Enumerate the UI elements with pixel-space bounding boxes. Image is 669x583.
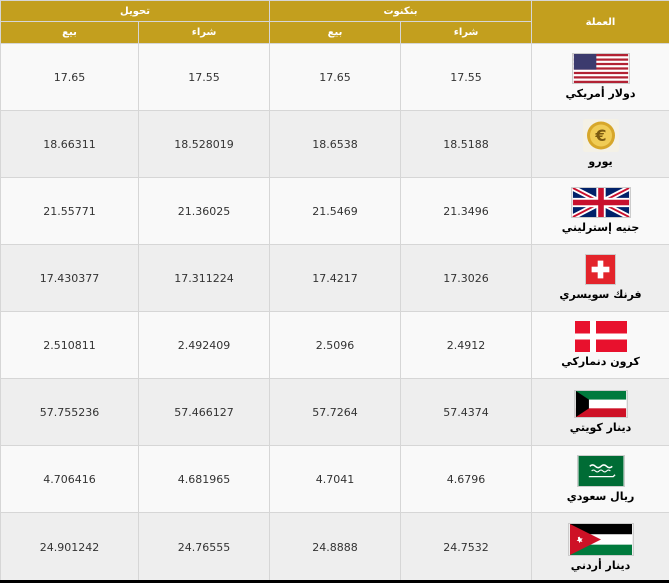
header-row-groups: العملة بنكنوت تحويل bbox=[0, 0, 669, 44]
transfer-sell-value: 24.901242 bbox=[0, 512, 140, 583]
currency-cell: ريال سعودي bbox=[531, 445, 669, 513]
currency-name: فرنك سويسري bbox=[559, 288, 642, 301]
bank-buy-value: 17.3026 bbox=[400, 244, 533, 312]
currency-name: دينار كويتي bbox=[569, 420, 632, 434]
transfer-buy-value: 57.466127 bbox=[138, 378, 271, 446]
table-row: دينار كويتي 57.4374 57.7264 57.466127 57… bbox=[0, 378, 669, 446]
saudi-flag-icon bbox=[576, 454, 625, 487]
table-row: € يورو 18.5188 18.6538 18.528019 18.6631… bbox=[0, 110, 669, 178]
swiss-flag-icon bbox=[585, 254, 617, 285]
transfer-sell-value: 21.55771 bbox=[0, 177, 140, 245]
currency-name: جنيه إسترليني bbox=[561, 221, 640, 234]
bank-sell-header: بيع bbox=[269, 21, 402, 44]
bank-buy-header: شراء bbox=[400, 21, 533, 44]
danish-flag-icon bbox=[574, 321, 627, 352]
currency-name: ريال سعودي bbox=[566, 489, 635, 503]
currency-cell: دينار كويتي bbox=[531, 378, 669, 446]
bank-sell-value: 21.5469 bbox=[269, 177, 402, 245]
bank-buy-value: 57.4374 bbox=[400, 378, 533, 446]
table-row: دينار أردني 24.7532 24.8888 24.76555 24.… bbox=[0, 512, 669, 583]
transfer-buy-value: 17.55 bbox=[138, 43, 271, 111]
currency-cell: جنيه إسترليني bbox=[531, 177, 669, 245]
euro-icon: € bbox=[582, 119, 619, 152]
table-row: فرنك سويسري 17.3026 17.4217 17.311224 17… bbox=[0, 244, 669, 312]
bank-buy-value: 21.3496 bbox=[400, 177, 533, 245]
svg-text:€: € bbox=[594, 126, 606, 145]
bank-buy-value: 18.5188 bbox=[400, 110, 533, 178]
table-row: ريال سعودي 4.6796 4.7041 4.681965 4.7064… bbox=[0, 445, 669, 513]
transfer-sell-value: 17.430377 bbox=[0, 244, 140, 312]
jordan-flag-icon bbox=[567, 522, 634, 556]
kuwait-flag-icon bbox=[573, 389, 628, 418]
bank-buy-value: 4.6796 bbox=[400, 445, 533, 513]
bank-buy-value: 2.4912 bbox=[400, 311, 533, 379]
bank-sell-value: 57.7264 bbox=[269, 378, 402, 446]
bank-buy-value: 17.55 bbox=[400, 43, 533, 111]
currency-cell: دينار أردني bbox=[531, 512, 669, 583]
currency-name: كرون دنماركي bbox=[561, 355, 640, 368]
transfer-group-header: تحويل bbox=[0, 0, 271, 22]
currency-cell: كرون دنماركي bbox=[531, 311, 669, 379]
table-row: كرون دنماركي 2.4912 2.5096 2.492409 2.51… bbox=[0, 311, 669, 379]
transfer-buy-value: 18.528019 bbox=[138, 110, 271, 178]
bank-notes-group-header: بنكنوت bbox=[269, 0, 533, 22]
currency-cell: فرنك سويسري bbox=[531, 244, 669, 312]
transfer-buy-value: 21.36025 bbox=[138, 177, 271, 245]
bottom-edge-bar bbox=[0, 580, 669, 583]
transfer-buy-value: 24.76555 bbox=[138, 512, 271, 583]
bank-sell-value: 4.7041 bbox=[269, 445, 402, 513]
us-flag-icon bbox=[571, 53, 630, 84]
bank-buy-value: 24.7532 bbox=[400, 512, 533, 583]
currency-name: دينار أردني bbox=[570, 558, 631, 572]
transfer-buy-value: 4.681965 bbox=[138, 445, 271, 513]
bank-sell-value: 2.5096 bbox=[269, 311, 402, 379]
bank-sell-value: 24.8888 bbox=[269, 512, 402, 583]
transfer-buy-value: 17.311224 bbox=[138, 244, 271, 312]
transfer-buy-value: 2.492409 bbox=[138, 311, 271, 379]
bank-sell-value: 18.6538 bbox=[269, 110, 402, 178]
currency-cell: € يورو bbox=[531, 110, 669, 178]
transfer-buy-header: شراء bbox=[138, 21, 271, 44]
uk-flag-icon bbox=[570, 187, 631, 218]
bank-sell-value: 17.65 bbox=[269, 43, 402, 111]
transfer-sell-header: بيع bbox=[0, 21, 140, 44]
currency-cell: دولار أمريكي bbox=[531, 43, 669, 111]
transfer-sell-value: 4.706416 bbox=[0, 445, 140, 513]
transfer-sell-value: 57.755236 bbox=[0, 378, 140, 446]
currency-column-header: العملة bbox=[531, 0, 669, 44]
transfer-sell-value: 17.65 bbox=[0, 43, 140, 111]
currency-name: يورو bbox=[588, 155, 613, 168]
transfer-sell-value: 2.510811 bbox=[0, 311, 140, 379]
currency-name: دولار أمريكي bbox=[565, 87, 636, 100]
bank-sell-value: 17.4217 bbox=[269, 244, 402, 312]
table-row: دولار أمريكي 17.55 17.65 17.55 17.65 bbox=[0, 43, 669, 111]
transfer-sell-value: 18.66311 bbox=[0, 110, 140, 178]
table-row: جنيه إسترليني 21.3496 21.5469 21.36025 2… bbox=[0, 177, 669, 245]
